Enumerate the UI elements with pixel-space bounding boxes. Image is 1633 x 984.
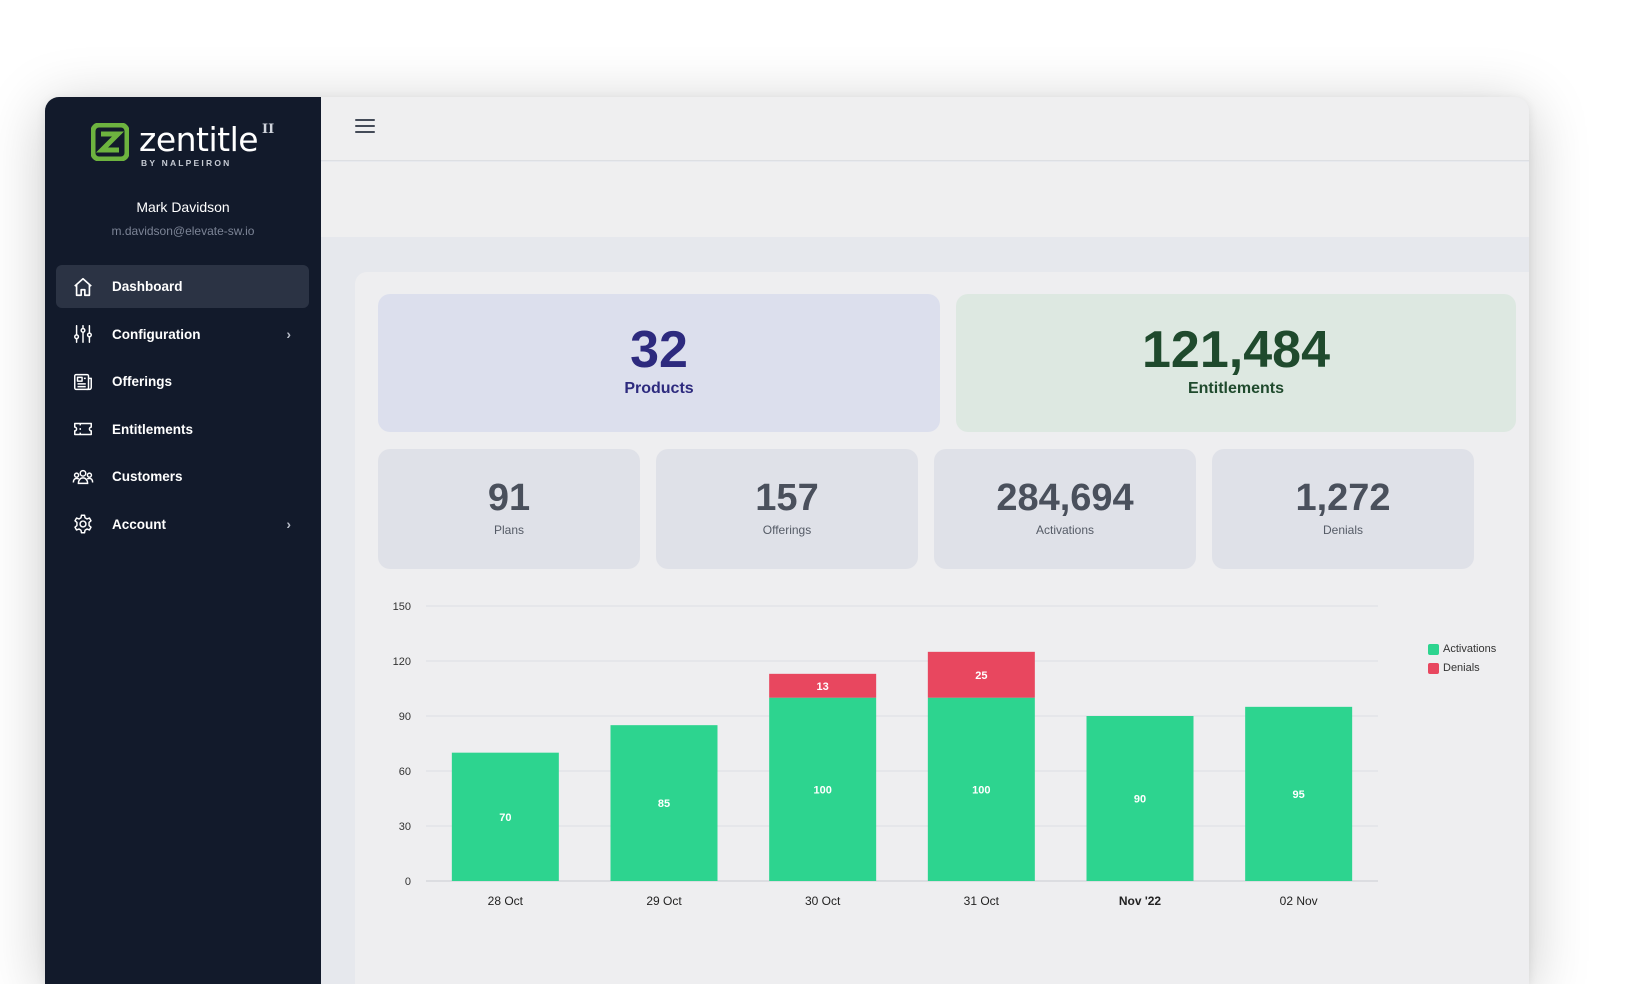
sidebar-nav: Dashboard Configuration › Offerings Ent <box>56 265 309 550</box>
sidebar-item-label: Offerings <box>112 374 173 389</box>
bar-activations <box>451 752 559 881</box>
sliders-icon <box>72 323 94 345</box>
app-window: zentitle II BY NALPEIRON Mark Davidson m… <box>45 97 1529 984</box>
x-tick-label: 29 Oct <box>646 894 682 908</box>
activations-card[interactable]: 284,694 Activations <box>934 449 1196 569</box>
sidebar-item-label: Account <box>112 516 166 532</box>
products-label: Products <box>624 380 694 397</box>
gear-icon <box>72 513 94 535</box>
y-tick-label: 120 <box>393 656 411 668</box>
bar-denials <box>927 651 1035 698</box>
x-tick-label: 30 Oct <box>805 894 841 908</box>
legend-swatch-activations <box>1428 643 1439 655</box>
sidebar-item-label: Dashboard <box>112 279 183 294</box>
logo-tagline: BY NALPEIRON <box>141 158 232 168</box>
bar-value-label: 95 <box>1293 789 1305 801</box>
x-tick-label: 31 Oct <box>964 894 1000 908</box>
plans-label: Plans <box>493 523 525 537</box>
bar-activations <box>1086 716 1194 881</box>
sidebar-item-customers[interactable]: Customers <box>56 455 309 498</box>
bar-activations <box>769 697 877 881</box>
sidebar-item-label: Configuration <box>112 326 201 342</box>
legend-label: Activations <box>1443 643 1497 655</box>
legend-label: Denials <box>1443 662 1480 674</box>
denials-count: 1,272 <box>1295 477 1391 519</box>
activations-count: 284,694 <box>996 477 1134 519</box>
denials-label: Denials <box>1322 523 1364 537</box>
denials-card[interactable]: 1,272 Denials <box>1212 449 1474 569</box>
sidebar-item-configuration[interactable]: Configuration › <box>56 313 309 356</box>
chevron-right-icon: › <box>286 325 291 342</box>
offerings-label: Offerings <box>762 523 812 537</box>
top-bar <box>321 97 1529 161</box>
x-tick-label: 28 Oct <box>488 894 524 908</box>
newspaper-icon <box>72 371 94 393</box>
y-tick-label: 0 <box>405 876 411 888</box>
entitlements-label: Entitlements <box>1187 380 1284 397</box>
sidebar: zentitle II BY NALPEIRON Mark Davidson m… <box>45 97 321 984</box>
plans-count: 91 <box>487 477 531 519</box>
bar-activations <box>610 725 718 881</box>
entitlements-card[interactable]: 121,484 Entitlements <box>956 294 1516 432</box>
bar-activations <box>927 697 1035 881</box>
chart-legend: Activations Denials <box>1428 643 1496 681</box>
activations-denials-chart: 0 30 60 90 120 150 70 28 Oct 85 29 Oct 100 13 30 Oct… <box>378 587 1516 977</box>
bar-value-label: 100 <box>972 784 990 796</box>
zentitle-logo[interactable]: zentitle II BY NALPEIRON <box>91 120 281 168</box>
y-tick-label: 30 <box>399 821 411 833</box>
sidebar-item-label: Customers <box>112 469 183 484</box>
users-icon <box>72 466 94 488</box>
bar-value-label: 85 <box>658 798 670 810</box>
user-email: m.davidson@elevate-sw.io <box>111 224 255 238</box>
sidebar-item-entitlements[interactable]: Entitlements <box>56 408 309 451</box>
page-header-area <box>321 162 1529 237</box>
user-name: Mark Davidson <box>136 199 230 215</box>
bar-value-label: 70 <box>499 812 511 824</box>
menu-toggle-icon[interactable] <box>355 119 375 137</box>
y-tick-label: 60 <box>399 766 411 778</box>
sidebar-item-account[interactable]: Account › <box>56 503 309 546</box>
bar-denials <box>769 673 877 698</box>
offerings-count: 157 <box>755 477 819 519</box>
x-tick-label: 02 Nov <box>1280 894 1318 908</box>
ticket-icon <box>72 418 94 440</box>
chart-canvas: 0 30 60 90 120 150 70 28 Oct 85 29 Oct 100 13 30 Oct… <box>393 601 1378 908</box>
products-card[interactable]: 32 Products <box>378 294 940 432</box>
legend-item-activations[interactable]: Activations <box>1428 643 1496 655</box>
sidebar-item-label: Entitlements <box>112 421 194 437</box>
dashboard-panel: 32 Products 121,484 Entitlements 91 Plan… <box>355 272 1529 984</box>
sidebar-item-dashboard[interactable]: Dashboard <box>56 265 309 308</box>
legend-swatch-denials <box>1428 662 1439 674</box>
y-tick-label: 90 <box>399 711 411 723</box>
bar-value-label: 13 <box>817 681 829 693</box>
logo-version-mark: II <box>262 122 275 137</box>
bar-value-label: 100 <box>813 784 831 796</box>
activations-label: Activations <box>1035 523 1095 537</box>
bar-value-label: 25 <box>975 670 987 682</box>
dashboard-content: 32 Products 121,484 Entitlements 91 Plan… <box>321 237 1529 984</box>
chevron-right-icon: › <box>286 515 291 532</box>
zentitle-logo-mark <box>91 123 129 161</box>
legend-item-denials[interactable]: Denials <box>1428 662 1496 674</box>
home-icon <box>72 276 94 298</box>
offerings-card[interactable]: 157 Offerings <box>656 449 918 569</box>
products-count: 32 <box>630 321 688 379</box>
plans-card[interactable]: 91 Plans <box>378 449 640 569</box>
bar-value-label: 90 <box>1134 794 1146 806</box>
sidebar-item-offerings[interactable]: Offerings <box>56 360 309 403</box>
x-tick-label: Nov '22 <box>1119 894 1162 908</box>
bar-activations <box>1245 706 1353 881</box>
y-tick-label: 150 <box>393 601 411 613</box>
logo-wordmark: zentitle <box>139 120 259 159</box>
entitlements-count: 121,484 <box>1142 321 1330 379</box>
